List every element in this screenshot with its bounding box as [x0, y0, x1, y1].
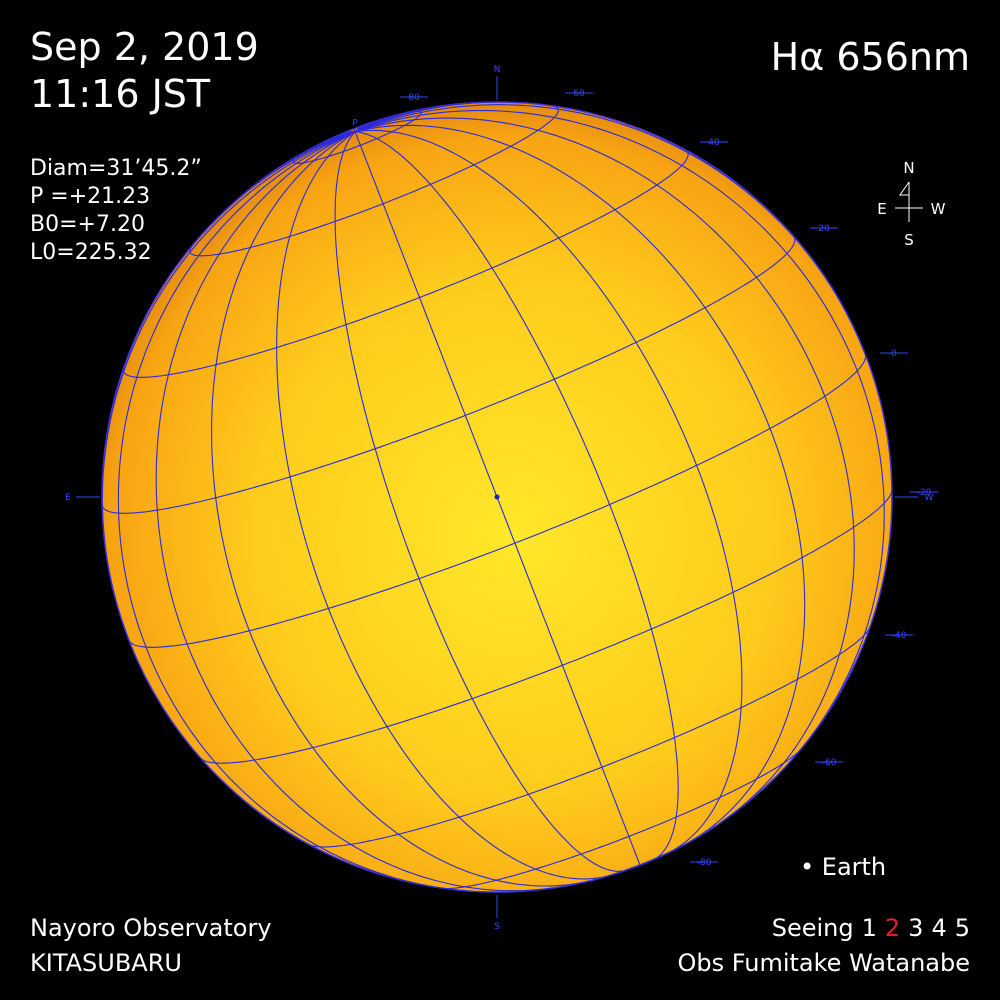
- compass-arrow: [899, 181, 910, 196]
- latitude-label: 80: [408, 93, 420, 103]
- compass-n: N: [903, 159, 914, 177]
- latitude-label: -80: [697, 858, 712, 868]
- compass-e: E: [877, 200, 886, 218]
- latitude-labels: 80 60 40 20 0 -20 -40 -60 -80: [400, 89, 938, 868]
- parameter: P =+21.23: [30, 184, 150, 209]
- grid-line: [354, 113, 401, 133]
- latitude-label: -60: [822, 758, 837, 768]
- grid-line: [101, 131, 356, 641]
- grid-line: [354, 117, 855, 825]
- wavelength: Hα 656nm: [771, 35, 970, 79]
- grid-line: [354, 101, 524, 133]
- grid-line: [354, 119, 381, 133]
- observatory: Nayoro Observatory: [30, 914, 272, 942]
- limb-w: W: [925, 493, 934, 503]
- seeing-grade: 3: [908, 914, 923, 942]
- parameter-name: P =: [30, 184, 69, 209]
- parameter-value: 31’45.2”: [106, 156, 201, 181]
- latitude-label: 60: [573, 89, 585, 99]
- limb-n: N: [494, 65, 501, 75]
- heliographic-grid: [101, 101, 893, 892]
- latitude-label: 40: [708, 138, 720, 148]
- grid-line: [155, 131, 554, 892]
- grid-line: [354, 104, 866, 355]
- seeing-grade: 2: [885, 914, 900, 942]
- grid-line: [353, 128, 356, 132]
- latitude-label: 0: [891, 349, 897, 359]
- grid-line: [354, 123, 366, 133]
- pole-label: P: [352, 119, 358, 129]
- seeing-grade: 1: [862, 914, 877, 942]
- parameter-value: 225.32: [75, 240, 152, 265]
- disk-center: [494, 494, 500, 500]
- compass: [895, 181, 923, 222]
- parameter-value: +7.20: [78, 212, 145, 237]
- grid-line: [354, 124, 806, 843]
- seeing: Seeing 1 2 3 4 5: [772, 914, 970, 942]
- seeing-grade: 4: [931, 914, 946, 942]
- grid-line: [355, 129, 743, 854]
- site: KITASUBARU: [30, 949, 182, 977]
- limb-s: S: [494, 922, 500, 932]
- seeing-grade: 5: [955, 914, 970, 942]
- grid-line: [211, 131, 356, 225]
- time: 11:16 JST: [30, 72, 211, 116]
- grid-line: [211, 131, 590, 887]
- parameter: Diam=31’45.2”: [30, 156, 202, 181]
- grid-line: [354, 109, 885, 766]
- parameter: L0=225.32: [30, 240, 152, 265]
- latitude-label: -40: [892, 631, 907, 641]
- parameter-name: Diam=: [30, 156, 106, 181]
- compass-s: S: [904, 231, 914, 249]
- parameter-name: L0=: [30, 240, 75, 265]
- latitude-label: 20: [818, 224, 830, 234]
- grid-line: [354, 106, 435, 133]
- grid-line: [355, 131, 679, 861]
- parameter: B0=+7.20: [30, 212, 145, 237]
- grid-line: [334, 131, 627, 872]
- limb-ticks: [76, 76, 918, 918]
- grid-line: [276, 131, 611, 880]
- limb-e: E: [65, 493, 71, 503]
- compass-w: W: [931, 200, 946, 218]
- parameter-name: B0=: [30, 212, 78, 237]
- seeing-label: Seeing: [772, 914, 854, 942]
- latitude-label: -20: [917, 488, 932, 498]
- grid-line: [117, 131, 465, 892]
- grid-line: [354, 131, 641, 866]
- date: Sep 2, 2019: [30, 25, 259, 69]
- earth-legend: • Earth: [800, 853, 886, 881]
- parameter-value: +21.23: [69, 184, 150, 209]
- observer: Obs Fumitake Watanabe: [678, 949, 971, 977]
